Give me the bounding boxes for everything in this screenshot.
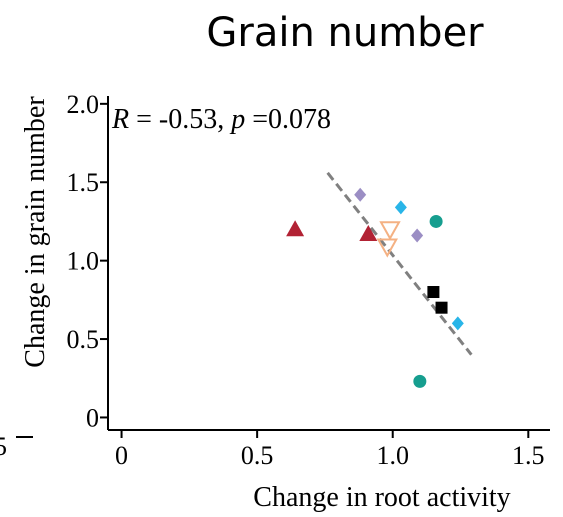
y-axis-label: Change in grain number xyxy=(20,96,51,368)
y-ticks: 0 0.5 1.0 1.5 2.0 xyxy=(67,90,108,432)
x-ticks: 0 0.5 1.0 1.5 xyxy=(115,430,545,470)
data-point-triangle-down xyxy=(376,238,399,258)
x-tick-label: 0.5 xyxy=(241,441,274,470)
r-value: = -0.53, xyxy=(129,104,231,135)
x-tick-label: 0 xyxy=(115,441,128,470)
x-tick-label: 1.0 xyxy=(376,441,409,470)
data-point-diamond xyxy=(354,187,367,202)
r-symbol: R xyxy=(111,104,129,135)
data-point-square xyxy=(427,286,440,299)
data-point-diamond xyxy=(411,228,424,243)
p-value: =0.078 xyxy=(245,104,331,135)
x-axis-label: Change in root activity xyxy=(253,482,510,513)
data-point-diamond xyxy=(451,316,464,331)
data-point-circle xyxy=(413,374,427,388)
x-tick-label: 1.5 xyxy=(512,441,545,470)
data-point-triangle xyxy=(359,224,378,241)
edge-tick-label: 5 xyxy=(0,432,7,461)
data-point-triangle xyxy=(286,220,305,237)
y-tick-label: 1.5 xyxy=(67,168,100,197)
trend-line xyxy=(326,171,473,356)
p-symbol: p xyxy=(229,104,245,135)
data-point-diamond xyxy=(394,200,407,215)
y-tick-label: 0 xyxy=(86,403,99,432)
data-point-circle xyxy=(429,214,443,228)
data-point-triangle-down xyxy=(379,221,401,241)
data-points xyxy=(286,187,464,388)
chart-title: Grain number xyxy=(206,10,484,56)
y-tick-label: 2.0 xyxy=(67,90,100,119)
y-tick-label: 1.0 xyxy=(67,247,100,276)
data-point-square xyxy=(435,301,448,314)
y-tick-label: 0.5 xyxy=(67,325,100,354)
correlation-annotation: R = -0.53, p =0.078 xyxy=(111,104,331,135)
